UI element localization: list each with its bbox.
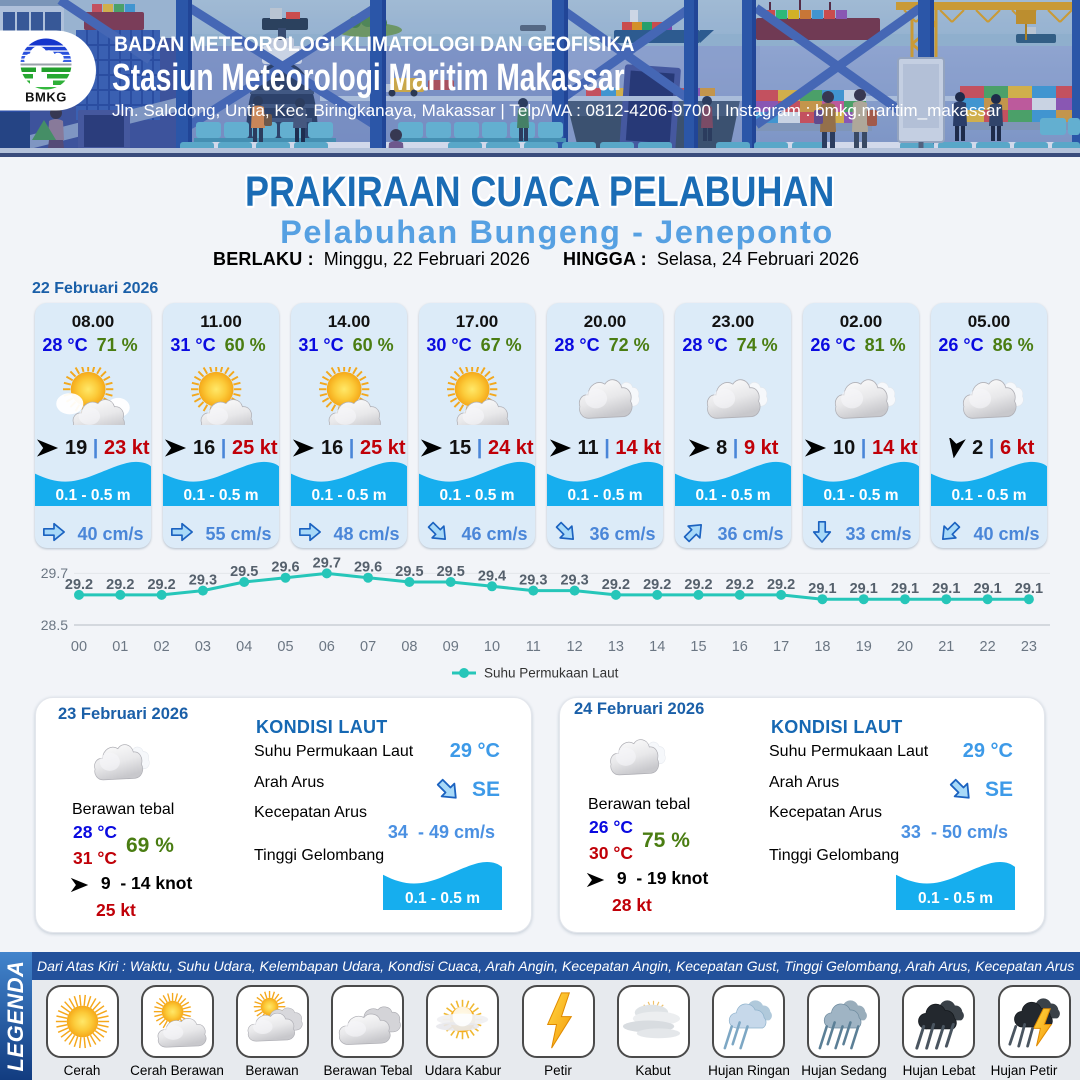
- svg-text:29.6: 29.6: [271, 560, 299, 576]
- svg-text:29.7: 29.7: [313, 556, 341, 571]
- svg-text:29.1: 29.1: [973, 581, 1001, 597]
- svg-text:08: 08: [401, 639, 417, 655]
- svg-text:29.3: 29.3: [189, 573, 217, 589]
- svg-text:29.1: 29.1: [808, 581, 836, 597]
- svg-text:29.6: 29.6: [354, 560, 382, 576]
- svg-text:29.5: 29.5: [437, 564, 465, 580]
- svg-text:BMKG: BMKG: [25, 90, 67, 105]
- svg-text:29.1: 29.1: [932, 581, 960, 597]
- svg-text:10: 10: [484, 639, 500, 655]
- svg-text:09: 09: [443, 639, 459, 655]
- svg-text:29.1: 29.1: [1015, 581, 1043, 597]
- svg-text:28.5: 28.5: [41, 617, 68, 633]
- svg-text:29.2: 29.2: [767, 577, 795, 593]
- svg-text:29.4: 29.4: [478, 568, 506, 584]
- svg-text:11: 11: [526, 639, 541, 655]
- svg-text:29.5: 29.5: [230, 564, 258, 580]
- svg-text:03: 03: [195, 639, 211, 655]
- svg-text:14: 14: [649, 639, 665, 655]
- svg-text:21: 21: [938, 639, 954, 655]
- svg-text:29.2: 29.2: [684, 577, 712, 593]
- svg-text:29.3: 29.3: [519, 573, 547, 589]
- svg-text:18: 18: [814, 639, 830, 655]
- svg-text:29.7: 29.7: [41, 565, 68, 581]
- svg-text:22: 22: [980, 639, 996, 655]
- svg-text:29.3: 29.3: [560, 573, 588, 589]
- svg-text:00: 00: [71, 639, 87, 655]
- svg-text:Suhu Permukaan Laut: Suhu Permukaan Laut: [484, 666, 619, 681]
- svg-text:29.1: 29.1: [850, 581, 878, 597]
- svg-text:07: 07: [360, 639, 376, 655]
- svg-text:13: 13: [608, 639, 624, 655]
- svg-text:02: 02: [154, 639, 170, 655]
- svg-text:20: 20: [897, 639, 913, 655]
- svg-text:23: 23: [1021, 639, 1037, 655]
- svg-text:29.5: 29.5: [395, 564, 423, 580]
- svg-text:06: 06: [319, 639, 335, 655]
- svg-text:29.2: 29.2: [726, 577, 754, 593]
- svg-text:17: 17: [773, 639, 789, 655]
- svg-text:04: 04: [236, 639, 252, 655]
- svg-text:29.2: 29.2: [602, 577, 630, 593]
- svg-text:29.2: 29.2: [643, 577, 671, 593]
- svg-text:16: 16: [732, 639, 748, 655]
- svg-text:12: 12: [567, 639, 583, 655]
- svg-text:05: 05: [277, 639, 293, 655]
- svg-text:29.2: 29.2: [106, 577, 134, 593]
- svg-text:29.2: 29.2: [147, 577, 175, 593]
- svg-text:19: 19: [856, 639, 872, 655]
- svg-text:29.1: 29.1: [891, 581, 919, 597]
- svg-text:29.2: 29.2: [65, 577, 93, 593]
- svg-text:01: 01: [112, 639, 128, 655]
- svg-text:15: 15: [690, 639, 706, 655]
